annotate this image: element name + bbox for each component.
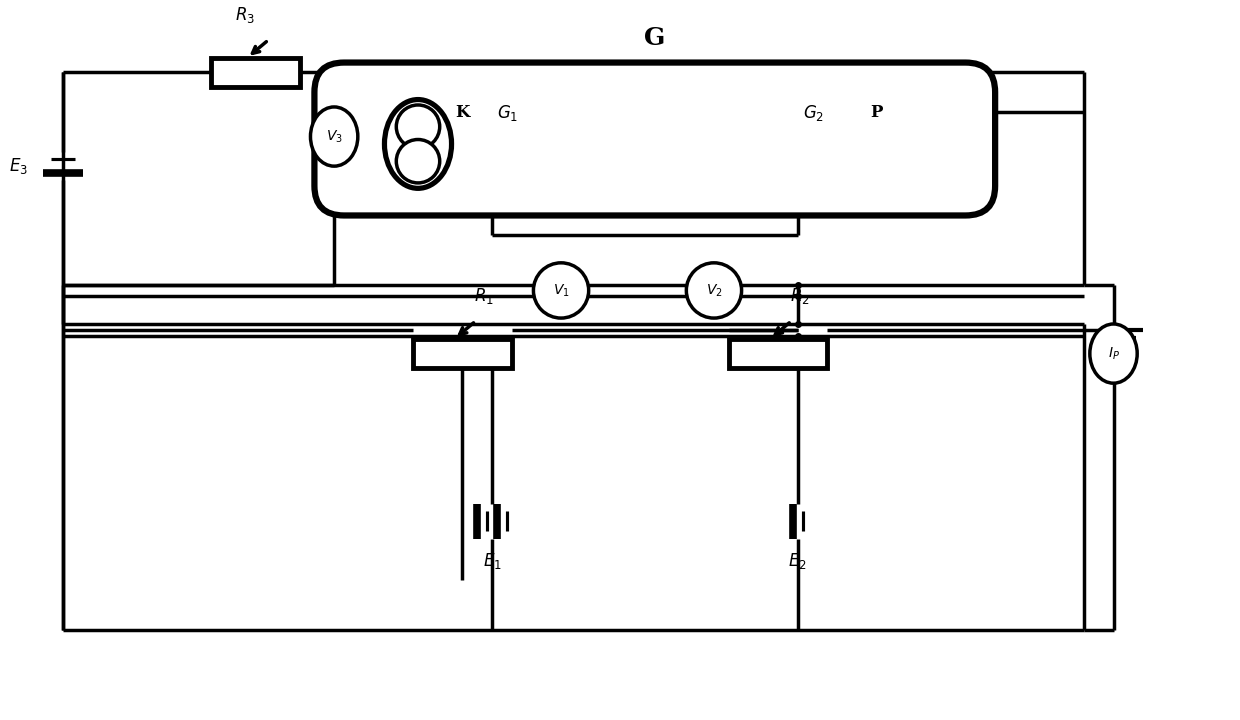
FancyBboxPatch shape — [211, 58, 300, 87]
Text: $G_2$: $G_2$ — [802, 103, 823, 123]
Text: $V_2$: $V_2$ — [706, 282, 723, 299]
FancyBboxPatch shape — [413, 339, 512, 369]
Text: $R_2$: $R_2$ — [790, 287, 810, 306]
Text: $E_2$: $E_2$ — [789, 551, 807, 571]
Ellipse shape — [687, 263, 742, 318]
Text: $G_1$: $G_1$ — [497, 103, 518, 123]
Ellipse shape — [1090, 324, 1137, 383]
Text: K: K — [455, 104, 470, 122]
Ellipse shape — [310, 107, 358, 166]
Text: $E_1$: $E_1$ — [482, 551, 501, 571]
FancyBboxPatch shape — [729, 339, 827, 369]
FancyBboxPatch shape — [315, 63, 996, 215]
Circle shape — [397, 140, 440, 183]
Text: $R_1$: $R_1$ — [474, 287, 495, 306]
Text: $I_P$: $I_P$ — [1107, 346, 1120, 361]
Text: $E_3$: $E_3$ — [10, 156, 29, 176]
Ellipse shape — [533, 263, 589, 318]
Text: G: G — [644, 26, 666, 50]
Text: P: P — [869, 104, 882, 122]
Text: $V_1$: $V_1$ — [553, 282, 569, 299]
Circle shape — [397, 105, 440, 148]
Ellipse shape — [384, 99, 451, 189]
Text: $V_3$: $V_3$ — [326, 128, 342, 145]
Text: $R_3$: $R_3$ — [236, 5, 255, 25]
